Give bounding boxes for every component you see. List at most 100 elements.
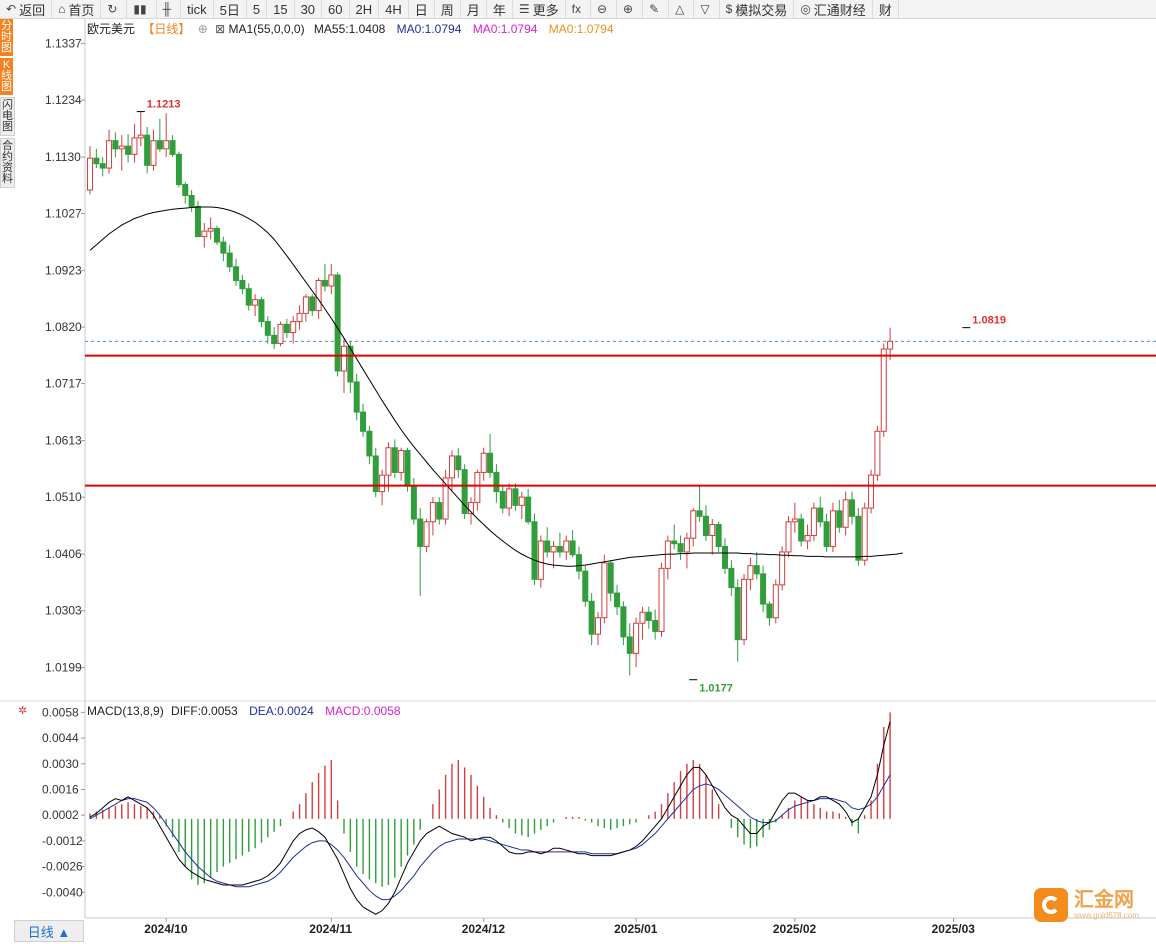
candle-body (321, 279, 328, 287)
toolbar-item-16[interactable]: 年 (487, 0, 513, 18)
candle-body (829, 510, 836, 547)
candle-body (506, 488, 513, 509)
candle-body (264, 321, 271, 336)
main-legend: 欧元美元 【日线】 ⊕ ⊠ MA1(55,0,0,0) MA55:1.0408 … (87, 22, 614, 36)
candle-body (360, 411, 367, 432)
candle-body (239, 279, 246, 290)
toolbar-item-8[interactable]: 15 (267, 0, 295, 18)
side-tab-3[interactable]: 合约资料 (0, 138, 15, 188)
toolbar-item-23[interactable]: ▽ (694, 0, 720, 18)
legend-ma0-a: MA0:1.0794 (397, 22, 462, 36)
toolbar-item-label: 4H (385, 1, 402, 17)
candles-group (87, 111, 894, 676)
candle-body (836, 510, 843, 528)
ma55-line (89, 206, 903, 567)
candle-body (353, 381, 360, 413)
candle-body (328, 274, 335, 287)
candle-body (620, 606, 627, 638)
toolbar-item-17[interactable]: ☰ 更多 (513, 0, 566, 18)
side-tab-1[interactable]: K线图 (0, 58, 13, 95)
candle-body (182, 184, 189, 196)
candle-body (658, 567, 665, 632)
candle-body (760, 573, 767, 605)
period-tab-daily[interactable]: 日线 ▲ (14, 920, 84, 942)
toolbar-item-22[interactable]: △ (669, 0, 695, 18)
candle-body (188, 194, 195, 207)
candle-body (633, 622, 640, 654)
toolbar-item-21[interactable]: ✎ (643, 0, 670, 18)
side-tab-0[interactable]: 分时图 (0, 19, 13, 56)
toolbar-item-1[interactable]: ⌂ 首页 (52, 0, 102, 18)
candle-body (531, 521, 538, 580)
candle-body (804, 534, 811, 542)
candle-body (131, 137, 138, 155)
candle-body (290, 321, 297, 334)
macd-settings-icon[interactable]: ✲ (18, 705, 27, 717)
toolbar-item-13[interactable]: 日 (409, 0, 435, 18)
candle-body (226, 252, 233, 268)
candle-body (480, 452, 487, 473)
toolbar-item-26[interactable]: 财 (873, 0, 899, 18)
toolbar-item-label: 年 (492, 2, 506, 18)
legend-ma55: MA55:1.0408 (314, 22, 386, 36)
candle-body (156, 140, 163, 150)
toolbar-item-12[interactable]: 4H (379, 0, 409, 18)
side-tab-2[interactable]: 闪电图 (0, 97, 15, 136)
macd-y-tick-label: -0.0012 (42, 834, 83, 848)
candle-body (194, 205, 201, 238)
brand-logo-icon (1034, 888, 1068, 922)
candle-body (614, 592, 621, 608)
bar-chart-icon: ▮▮ (133, 2, 147, 16)
toolbar-item-4[interactable]: ╫ (157, 0, 182, 18)
candle-body (817, 507, 824, 523)
toolbar-item-6[interactable]: 5日 (214, 0, 247, 18)
candle-body (163, 140, 170, 150)
toolbar-item-11[interactable]: 2H (350, 0, 380, 18)
toolbar-item-2[interactable]: ↻ (101, 0, 128, 18)
toolbar-item-20[interactable]: ⊕ (617, 0, 644, 18)
toolbar-item-7[interactable]: 5 (247, 0, 268, 18)
back-arrow-icon: ↶ (6, 2, 17, 16)
candle-body (537, 540, 544, 580)
toolbar-item-0[interactable]: ↶ 返回 (0, 0, 53, 18)
toolbar-item-10[interactable]: 60 (322, 0, 350, 18)
toolbar-item-25[interactable]: ◎ 汇通财经 (794, 0, 873, 18)
candle-body (734, 587, 741, 641)
y-tick-label: 1.0717 (45, 377, 82, 391)
candle-body (150, 140, 157, 166)
candle-body (99, 163, 106, 169)
toolbar-item-label: 月 (466, 2, 480, 18)
toolbar-item-19[interactable]: ⊖ (591, 0, 618, 18)
toolbar-item-3[interactable]: ▮▮ (127, 0, 157, 18)
candle-body (569, 540, 576, 556)
candle-body (87, 157, 93, 191)
candle-body (271, 334, 278, 345)
toolbar-item-5[interactable]: tick (181, 0, 214, 18)
toolbar-item-15[interactable]: 月 (461, 0, 487, 18)
function-icon: fx (571, 2, 581, 16)
indicator-icon: ⊠ (215, 22, 225, 36)
legend-period: 【日线】 (142, 22, 190, 36)
macd-y-tick-label: 0.0016 (42, 782, 79, 796)
toolbar-item-24[interactable]: $ 模拟交易 (720, 0, 795, 18)
candle-body (245, 288, 252, 306)
candle-body (372, 455, 379, 493)
toolbar-item-14[interactable]: 周 (435, 0, 461, 18)
zoom-in-icon: ⊕ (623, 2, 634, 16)
diff-line (89, 721, 891, 915)
toolbar-item-label: 更多 (532, 2, 559, 18)
annotation-label: 1.0177 (699, 683, 733, 695)
y-tick-label: 1.0199 (45, 661, 82, 675)
candle-body (550, 545, 557, 553)
x-tick-label: 2024/11 (309, 922, 352, 936)
toolbar-item-label: 周 (440, 2, 454, 18)
candle-body (118, 145, 125, 150)
candle-body (855, 515, 862, 561)
legend-diff: DIFF:0.0053 (171, 704, 238, 718)
toolbar-item-18[interactable]: fx (566, 0, 591, 18)
candle-body (747, 565, 754, 580)
y-tick-label: 1.0406 (45, 547, 82, 561)
x-tick-label: 2025/01 (614, 922, 658, 936)
candle-body (722, 545, 728, 569)
toolbar-item-9[interactable]: 30 (295, 0, 323, 18)
